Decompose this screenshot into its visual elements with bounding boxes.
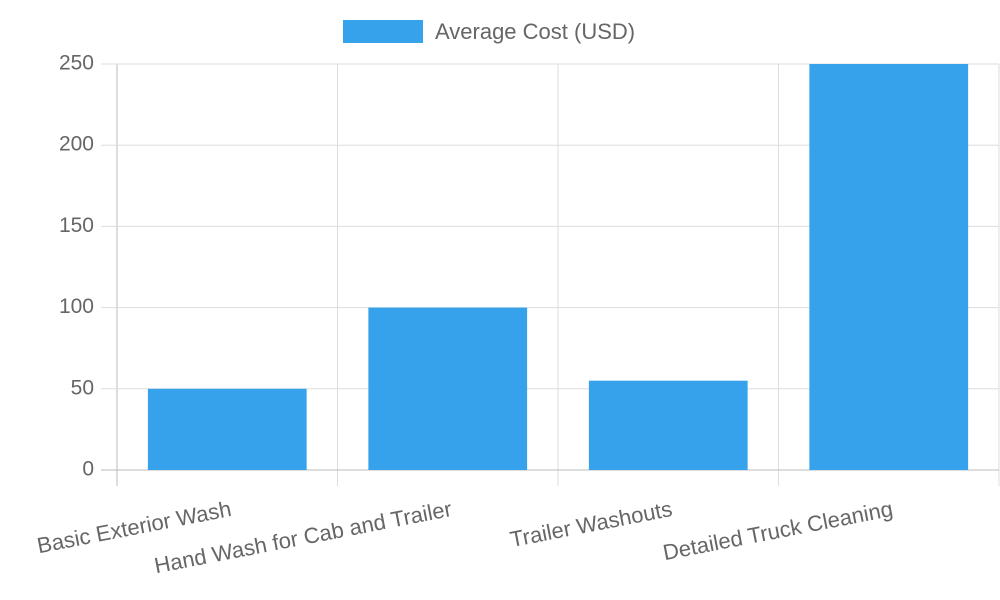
bar <box>368 307 528 470</box>
y-tick-label: 250 <box>59 52 94 75</box>
bar <box>809 64 969 470</box>
y-tick-label: 150 <box>59 214 94 237</box>
y-tick-label: 100 <box>59 295 94 318</box>
x-tick-label: Trailer Washouts <box>508 496 674 552</box>
x-tick-label: Detailed Truck Cleaning <box>661 496 895 565</box>
bar <box>588 380 748 470</box>
y-tick-label: 0 <box>82 458 94 481</box>
y-tick-label: 50 <box>71 376 94 399</box>
legend-swatch[interactable] <box>343 20 423 43</box>
legend-label[interactable]: Average Cost (USD) <box>435 19 635 44</box>
y-tick-label: 200 <box>59 133 94 156</box>
bar <box>147 388 307 470</box>
